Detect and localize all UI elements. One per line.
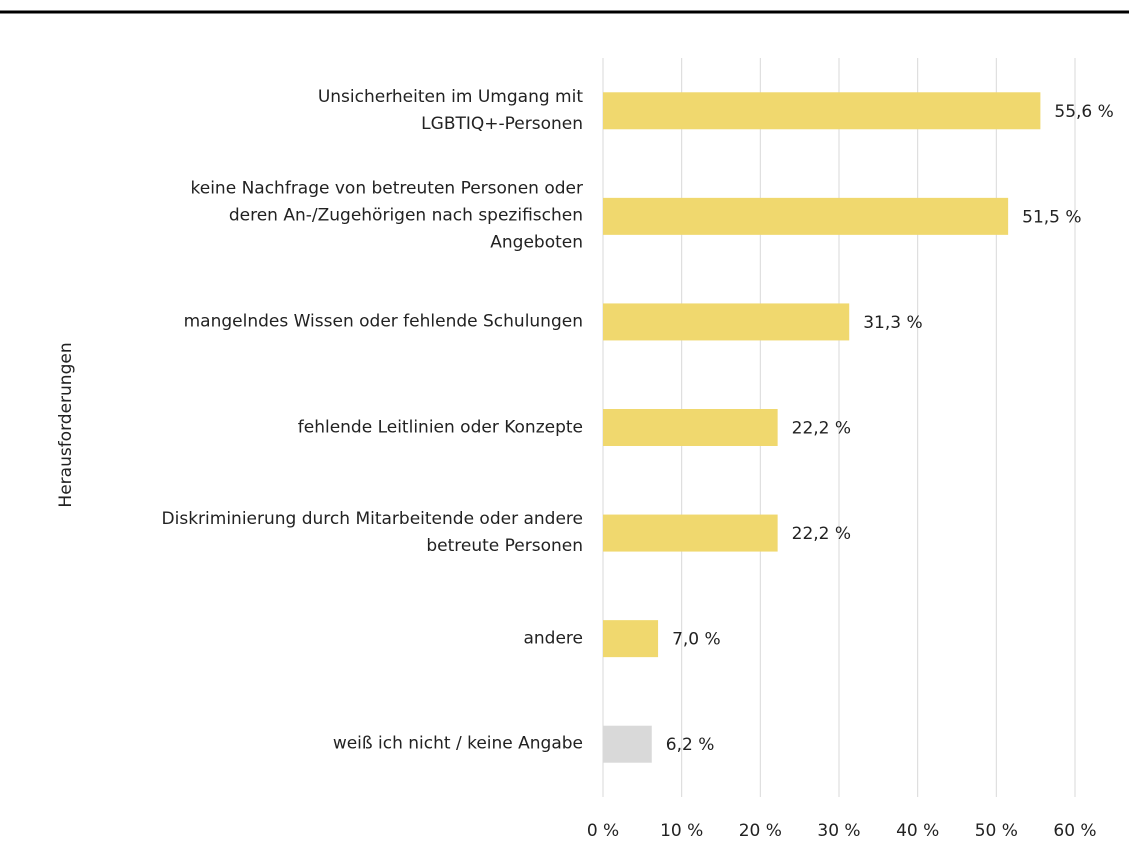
x-tick-label: 30 %	[817, 821, 860, 841]
bar	[603, 620, 659, 658]
category-label: andere	[523, 628, 583, 649]
category-label: mangelndes Wissen oder fehlende Schulung…	[183, 311, 583, 332]
x-tick-label: 0 %	[587, 821, 619, 841]
category-label: weiß ich nicht / keine Angabe	[332, 733, 583, 754]
value-label: 51,5 %	[1022, 207, 1081, 227]
x-tick-label: 20 %	[739, 821, 782, 841]
bar	[603, 725, 652, 763]
bar	[603, 92, 1041, 130]
value-label: 31,3 %	[863, 313, 922, 333]
x-tick-label: 10 %	[660, 821, 703, 841]
x-tick-label: 60 %	[1053, 821, 1096, 841]
bar	[603, 409, 778, 446]
x-tick-label: 50 %	[975, 821, 1018, 841]
category-label: Diskriminierung durch Mitarbeitende oder…	[161, 509, 583, 557]
bar	[603, 514, 778, 552]
bar	[603, 197, 1009, 235]
value-label: 22,2 %	[792, 524, 851, 544]
category-label: keine Nachfrage von betreuten Personen o…	[190, 178, 583, 253]
category-label: fehlende Leitlinien oder Konzepte	[297, 417, 583, 437]
value-label: 22,2 %	[792, 419, 851, 439]
value-label: 7,0 %	[672, 630, 721, 650]
value-label: 55,6 %	[1054, 102, 1113, 122]
x-tick-label: 40 %	[896, 821, 939, 841]
bar	[603, 303, 850, 341]
category-label: Unsicherheiten im Umgang mit LGBTIQ+-Per…	[317, 86, 583, 134]
value-label: 6,2 %	[666, 735, 715, 755]
y-axis-title: Herausforderungen	[56, 342, 76, 507]
